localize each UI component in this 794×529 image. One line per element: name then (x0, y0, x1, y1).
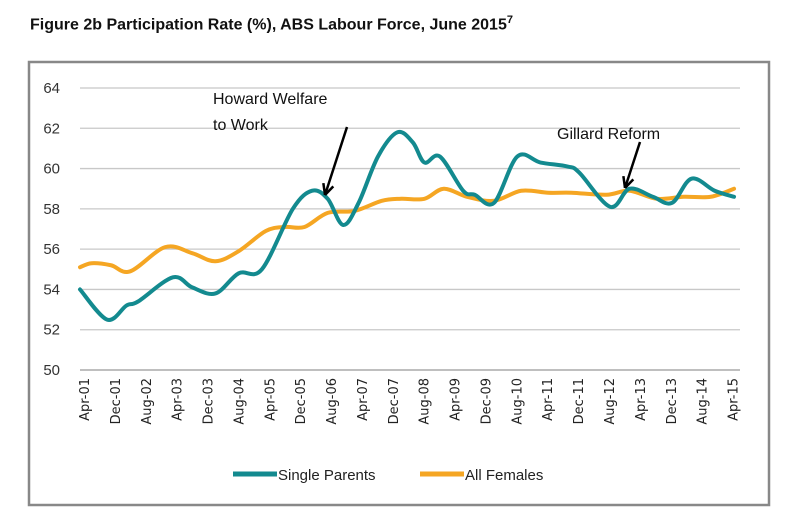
annotation-label: to Work (213, 117, 269, 134)
x-tick-label: Dec-05 (294, 378, 309, 424)
series-line-all-females (78, 186, 737, 274)
series-line-single-parents (78, 129, 737, 322)
x-tick-label: Aug-14 (696, 378, 711, 425)
x-tick-label: Dec-01 (109, 378, 124, 424)
y-tick-label: 50 (43, 362, 60, 379)
x-tick-label: Dec-09 (479, 378, 494, 424)
x-tick-label: Apr-09 (449, 378, 464, 421)
x-tick-label: Dec-03 (202, 378, 217, 424)
chart-title: Figure 2b Participation Rate (%), ABS La… (30, 14, 513, 34)
y-tick-label: 58 (43, 201, 60, 218)
x-tick-label: Aug-06 (325, 378, 340, 425)
annotation-label: Gillard Reform (557, 126, 660, 143)
x-tick-label: Apr-15 (727, 378, 742, 421)
annotation-arrow (622, 141, 642, 189)
x-tick-label: Apr-07 (356, 378, 371, 421)
x-tick-label: Dec-07 (387, 378, 402, 424)
x-tick-label: Apr-01 (78, 378, 93, 421)
x-tick-label: Apr-03 (171, 378, 186, 421)
y-tick-label: 52 (43, 322, 60, 339)
x-tick-label: Dec-13 (665, 378, 680, 424)
annotation-label: Howard Welfare (213, 91, 328, 108)
y-tick-label: 62 (43, 120, 60, 137)
x-tick-label: Apr-11 (541, 378, 556, 421)
legend-label: Single Parents (278, 467, 376, 484)
x-tick-label: Aug-12 (603, 378, 618, 425)
title-text: Figure 2b Participation Rate (%), ABS La… (30, 16, 507, 34)
annotation-arrow (322, 126, 349, 196)
x-tick-label: Aug-10 (510, 378, 525, 425)
y-tick-label: 60 (43, 161, 60, 178)
x-tick-label: Apr-05 (263, 378, 278, 421)
y-tick-label: 54 (43, 281, 60, 298)
y-tick-label: 56 (43, 241, 60, 258)
x-tick-label: Dec-11 (572, 378, 587, 424)
x-tick-label: Aug-02 (140, 378, 155, 425)
x-tick-label: Aug-04 (232, 378, 247, 425)
x-tick-label: Apr-13 (634, 378, 649, 421)
y-tick-label: 64 (43, 80, 60, 97)
chart-frame (27, 60, 771, 507)
legend-label: All Females (465, 467, 543, 484)
x-tick-label: Aug-08 (418, 378, 433, 425)
title-footnote: 7 (506, 14, 513, 26)
